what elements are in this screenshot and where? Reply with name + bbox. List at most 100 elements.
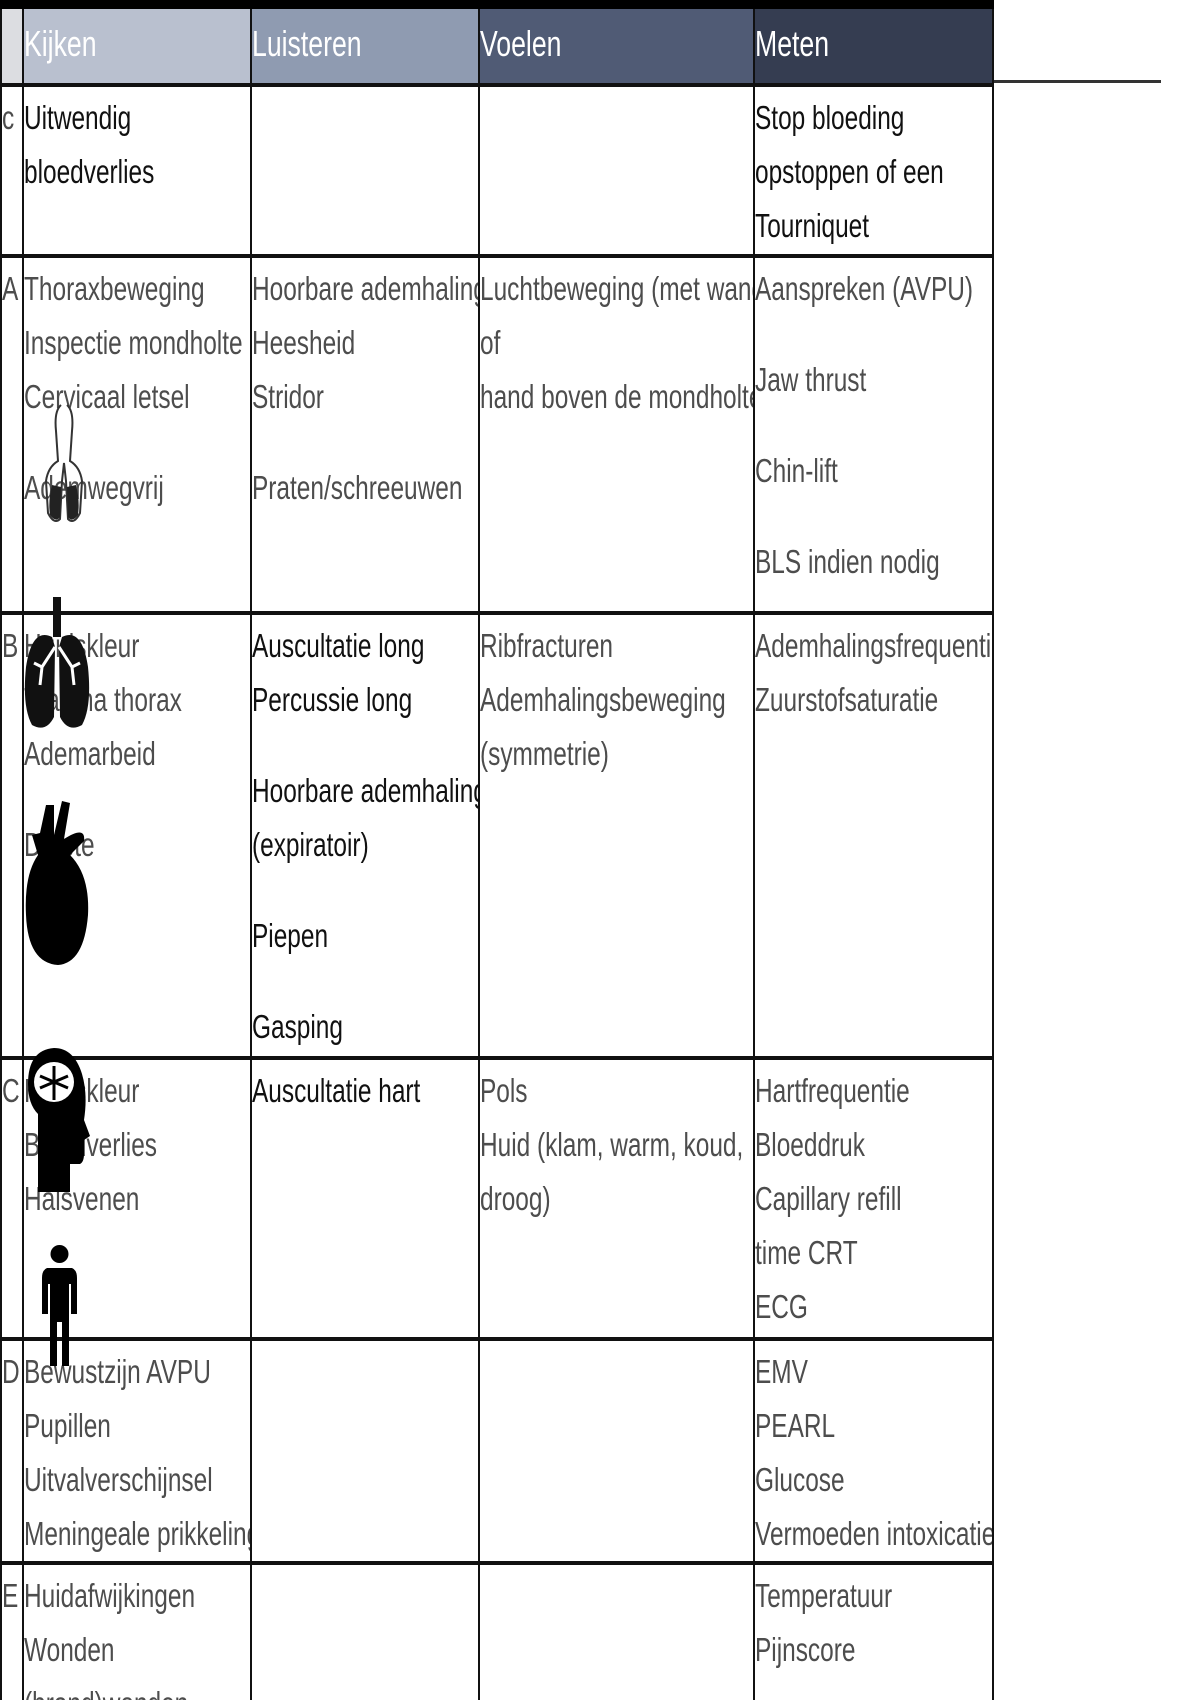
- spacer: [755, 498, 973, 535]
- header-label: Voelen: [480, 23, 562, 64]
- header-kijken: Kijken: [22, 9, 250, 85]
- cell-line: Uitwendig: [24, 99, 132, 136]
- cell-voelen: [478, 1563, 753, 1700]
- cell-line: time CRT: [755, 1234, 858, 1271]
- header-label: Luisteren: [252, 23, 362, 64]
- cell-luisteren: Auscultatie long Percussie long Hoorbare a…: [250, 613, 478, 1058]
- cell-line: Huid (klam, warm, koud,: [480, 1126, 744, 1163]
- cell-meten: Stop bloeding opstoppen of een Tourniquet: [753, 85, 994, 256]
- cell-kijken: Bewustzijn AVPU Pupillen Uitvalverschijnse…: [22, 1339, 250, 1563]
- cell-meten: Ademhalingsfrequentie Zuurstofsaturatie: [753, 613, 994, 1058]
- person-icon: [42, 1245, 77, 1366]
- cell-voelen: [478, 1339, 753, 1563]
- cell-line: opstoppen of een: [755, 153, 944, 190]
- spacer: [252, 727, 478, 764]
- cell-line: Capillary refill: [755, 1180, 902, 1217]
- header-luisteren: Luisteren: [250, 9, 478, 85]
- cell-line: BLS indien nodig: [755, 543, 940, 580]
- cell-line: EMV: [755, 1353, 808, 1390]
- cell-line: Uitvalverschijnsel: [24, 1461, 213, 1498]
- cell-line: Praten/schreeuwen: [252, 469, 463, 506]
- column-divider: [992, 9, 994, 1700]
- divider-line: [994, 80, 1161, 83]
- row-divider: [0, 254, 994, 258]
- column-divider: [478, 9, 480, 1700]
- cell-line: Heesheid: [252, 324, 356, 361]
- row-letter: B: [2, 627, 19, 664]
- cell-line: Temperatuur: [755, 1577, 893, 1614]
- cell-meten: Hartfrequentie Bloeddruk Capillary refill t…: [753, 1058, 994, 1339]
- cell-line: Cervicaal letsel: [24, 378, 190, 415]
- cell-voelen: Luchtbeweging (met wang of hand boven de m…: [478, 256, 753, 613]
- cell-line: Luchtbeweging (met wang: [480, 270, 753, 307]
- row-label: E: [0, 1563, 22, 1700]
- cell-line: Vermoeden intoxicatie: [755, 1515, 994, 1552]
- cell-luisteren: Hoorbare ademhaling Heesheid Stridor Praten…: [250, 256, 478, 613]
- cell-line: Glucose: [755, 1461, 845, 1498]
- cell-line: Hoorbare ademhaling: [252, 270, 478, 307]
- cell-voelen: [478, 85, 753, 256]
- cell-line: of: [480, 324, 501, 361]
- cell-line: Hartfrequentie: [755, 1072, 910, 1109]
- spacer: [755, 407, 973, 444]
- cell-voelen: Pols Huid (klam, warm, koud, droog): [478, 1058, 753, 1339]
- column-divider: [250, 9, 252, 1700]
- row-label: D: [0, 1339, 22, 1563]
- cell-line: Jaw thrust: [755, 361, 867, 398]
- row-letter: D: [2, 1353, 20, 1390]
- row-divider: [0, 1337, 994, 1341]
- table-top-border: [0, 0, 994, 9]
- cell-line: Inspectie mondholte: [24, 324, 243, 361]
- column-divider: [753, 9, 755, 1700]
- header-meten: Meten: [753, 9, 994, 85]
- cell-meten: EMV PEARL Glucose Vermoeden intoxicatie: [753, 1339, 994, 1563]
- cell-line: Thoraxbeweging: [24, 270, 205, 307]
- cell-luisteren: [250, 1339, 478, 1563]
- cell-line: Ademhalingsbeweging: [480, 681, 726, 718]
- header-label: Meten: [755, 23, 830, 64]
- header-divider: [0, 83, 994, 87]
- cell-line: PEARL: [755, 1407, 836, 1444]
- cell-line: droog): [480, 1180, 551, 1217]
- lungs-virus-icon: [24, 597, 90, 728]
- cell-line: bloedverlies: [24, 153, 155, 190]
- cell-meten: Temperatuur Pijnscore: [753, 1563, 994, 1700]
- row-label: c: [0, 85, 22, 256]
- cell-line: Pols: [480, 1072, 528, 1109]
- cell-line: Chin-lift: [755, 452, 838, 489]
- cell-line: hand boven de mondholte): [480, 378, 753, 415]
- cell-line: Piepen: [252, 917, 329, 954]
- cell-line: Pijnscore: [755, 1631, 856, 1668]
- cell-line: Percussie long: [252, 681, 413, 718]
- cell-line: Ribfracturen: [480, 627, 614, 664]
- cell-line: Auscultatie long: [252, 627, 425, 664]
- row-letter: E: [2, 1577, 19, 1614]
- row-letter: c: [2, 99, 15, 136]
- row-letter: C: [2, 1072, 20, 1109]
- spacer: [252, 424, 478, 461]
- cell-line: Stop bloeding: [755, 99, 905, 136]
- row-letter: A: [2, 270, 19, 307]
- cell-line: Stridor: [252, 378, 324, 415]
- cell-luisteren: [250, 1563, 478, 1700]
- head-brain-icon: [28, 1048, 90, 1192]
- cell-line: Zuurstofsaturatie: [755, 681, 939, 718]
- cell-line: Aanspreken (AVPU): [755, 270, 974, 307]
- cell-line: Auscultatie hart: [252, 1072, 421, 1109]
- cell-line: Ademarbeid: [24, 735, 156, 772]
- cell-kijken: Huidafwijkingen Wonden (brand)wonden: [22, 1563, 250, 1700]
- row-divider: [0, 1056, 994, 1060]
- cell-voelen: Ribfracturen Ademhalingsbeweging (symmetri…: [478, 613, 753, 1058]
- header-voelen: Voelen: [478, 9, 753, 85]
- cell-line: (brand)wonden: [24, 1677, 195, 1700]
- header-cell-label: [0, 9, 22, 85]
- column-divider: [22, 9, 24, 1700]
- header-label: Kijken: [24, 23, 97, 64]
- cell-line: Gasping: [252, 1008, 343, 1045]
- cell-line: Ademhalingsfrequentie: [755, 627, 994, 664]
- cell-luisteren: [250, 85, 478, 256]
- cell-line: ECG: [755, 1288, 808, 1325]
- cell-line: Wonden: [24, 1631, 115, 1668]
- cell-line: Tourniquet: [755, 207, 870, 244]
- spacer: [755, 316, 973, 353]
